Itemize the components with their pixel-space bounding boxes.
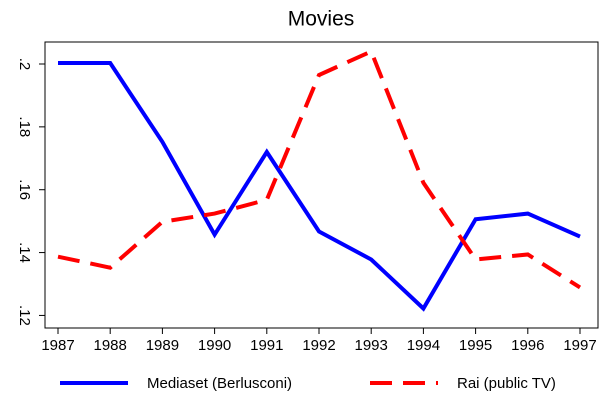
x-tick-label: 1992 — [302, 337, 335, 354]
line — [58, 61, 581, 312]
x-tick-label: 1995 — [459, 337, 492, 354]
x-tick-label: 1997 — [563, 337, 596, 354]
x-tick-label: 1993 — [355, 337, 388, 354]
y-tick-label: .2 — [16, 58, 33, 71]
x-tick-label: 1996 — [511, 337, 544, 354]
x-tick-label: 1989 — [146, 337, 179, 354]
y-tick-label: .16 — [16, 179, 33, 200]
y-tick-label: .14 — [16, 242, 33, 263]
chart-title: Movies — [288, 8, 355, 31]
x-tick-label: 1991 — [250, 337, 283, 354]
line — [57, 48, 582, 290]
y-tick-label: .12 — [16, 305, 33, 326]
x-tick-label: 1990 — [198, 337, 231, 354]
legend-label: Mediaset (Berlusconi) — [147, 375, 292, 392]
x-tick-label: 1988 — [94, 337, 127, 354]
y-tick-label: .18 — [16, 116, 33, 137]
x-tick-label: 1994 — [407, 337, 440, 354]
legend-label: Rai (public TV) — [457, 375, 556, 392]
x-tick-label: 1987 — [41, 337, 74, 354]
plot-frame — [44, 41, 599, 329]
